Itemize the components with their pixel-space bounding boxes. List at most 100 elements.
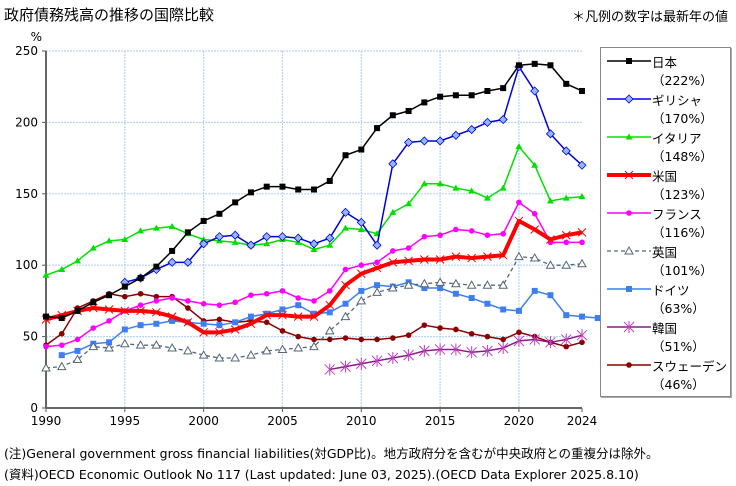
data-point (309, 341, 319, 351)
data-point (560, 333, 572, 346)
data-point (437, 285, 444, 292)
data-point (466, 346, 478, 359)
data-point (341, 280, 350, 290)
data-point (199, 327, 209, 337)
data-point (58, 315, 65, 322)
legend-latest-value: （46%） (652, 377, 705, 392)
data-point (325, 233, 335, 243)
data-point (184, 229, 191, 236)
data-point (387, 283, 398, 292)
x-tick-label: 2010 (346, 414, 377, 428)
legend-symbol (607, 170, 651, 180)
data-point (452, 92, 459, 99)
data-point (547, 292, 554, 299)
data-point (450, 343, 462, 356)
data-point (356, 217, 366, 227)
data-point (200, 320, 207, 327)
data-point (246, 240, 256, 250)
data-point (546, 197, 554, 204)
data-point (389, 112, 396, 119)
data-point (74, 307, 81, 314)
data-point (374, 125, 381, 132)
data-point (579, 313, 585, 320)
data-point (563, 312, 570, 319)
data-point (466, 280, 477, 289)
data-point (293, 343, 304, 352)
data-point (530, 86, 540, 96)
data-point (293, 233, 303, 243)
legend-note: ＊凡例の数字は最新年の値 (571, 10, 728, 25)
legend-marker (625, 133, 633, 140)
x-tick-label: 1995 (110, 414, 141, 428)
data-point (579, 87, 585, 94)
x-tick-label: 2000 (188, 414, 219, 428)
data-point (516, 329, 522, 336)
series-4 (43, 199, 585, 350)
y-tick-label: 50 (23, 330, 38, 344)
data-point (74, 336, 81, 343)
data-point (420, 180, 428, 187)
data-point (340, 311, 351, 321)
data-point (545, 129, 556, 139)
data-point (232, 199, 239, 206)
legend-marker (624, 245, 634, 255)
series-0 (43, 60, 585, 322)
data-point (214, 353, 225, 362)
legend-latest-value: （63%） (652, 301, 705, 316)
data-point (452, 184, 460, 191)
data-point (295, 295, 302, 301)
y-tick-label: 100 (15, 258, 38, 272)
data-point (246, 350, 256, 359)
data-point (58, 352, 65, 359)
legend-latest-value: （148%） (652, 149, 713, 164)
data-point (277, 232, 288, 242)
data-point (342, 224, 350, 231)
series-line (124, 65, 583, 284)
data-point (515, 307, 522, 314)
data-point (216, 302, 223, 308)
data-point (58, 342, 65, 348)
data-point (295, 333, 302, 340)
data-point (371, 354, 383, 367)
data-point (561, 146, 571, 156)
legend-marker (624, 170, 634, 180)
data-point (358, 287, 365, 294)
data-point (43, 313, 49, 320)
data-point (104, 305, 114, 314)
data-point (89, 244, 97, 251)
data-point (167, 257, 177, 267)
data-point (74, 257, 82, 264)
data-point (262, 310, 272, 320)
x-tick-label: 1990 (31, 414, 62, 428)
legend-symbol (607, 133, 651, 140)
data-point (514, 216, 524, 226)
data-point (137, 227, 145, 234)
data-point (74, 347, 81, 354)
x-tick-label: 2005 (267, 414, 298, 428)
legend: 日本 （222%） ギリシャ （170%） イタリア （148%） 米国 （123%） フランス… (600, 47, 731, 397)
data-point (88, 303, 98, 313)
x-tick-label: 2015 (425, 414, 456, 428)
data-point (72, 354, 83, 363)
data-point (324, 325, 335, 335)
data-point (577, 160, 587, 170)
series-1 (120, 62, 587, 287)
footnote-source: (資料)OECD Economic Outlook No 117 (Last u… (4, 467, 639, 482)
data-point (168, 223, 176, 230)
data-point (56, 361, 67, 371)
data-point (216, 316, 223, 323)
legend-marker (623, 321, 635, 333)
data-point (311, 310, 317, 317)
legend-latest-value: （101%） (652, 263, 713, 278)
data-point (326, 309, 333, 316)
y-tick-label: 200 (15, 115, 38, 129)
data-point (169, 247, 176, 254)
series-2 (42, 143, 586, 278)
data-point (200, 217, 207, 224)
data-point (419, 255, 429, 264)
data-point (484, 87, 491, 94)
data-point (43, 343, 49, 350)
data-point (293, 312, 303, 321)
data-point (372, 287, 382, 296)
data-point (405, 332, 412, 338)
